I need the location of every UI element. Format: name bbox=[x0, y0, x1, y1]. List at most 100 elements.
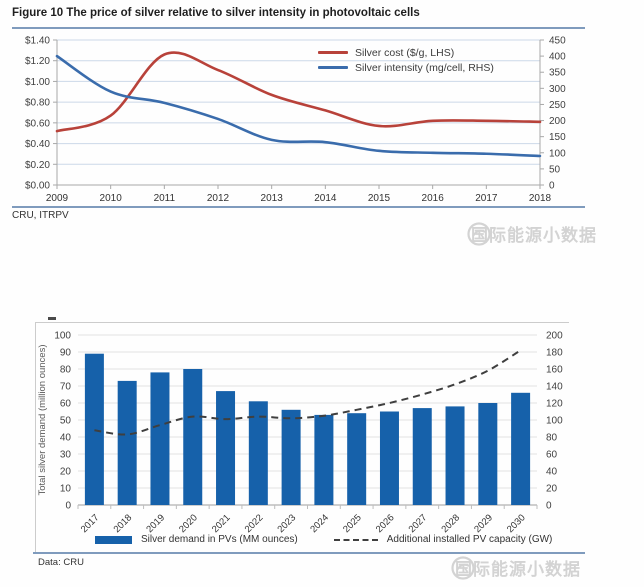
left-axis-tick-label: 0 bbox=[65, 501, 71, 512]
left-axis-tick-label: 70 bbox=[60, 382, 72, 393]
top-source-text: CRU, ITRPV bbox=[12, 210, 69, 221]
x-axis-tick-label: 2024 bbox=[308, 512, 331, 535]
legend-label-silver-demand: Silver demand in PVs (MM ounces) bbox=[141, 534, 298, 545]
x-axis-tick-label: 2027 bbox=[407, 512, 430, 535]
legend-item-silver-cost: Silver cost ($/g, LHS) bbox=[318, 45, 494, 60]
left-axis-tick-label: 50 bbox=[60, 416, 72, 427]
x-axis-tick-label: 2017 bbox=[475, 193, 498, 204]
legend-item-silver-intensity: Silver intensity (mg/cell, RHS) bbox=[318, 60, 494, 75]
demand-bar-2023 bbox=[281, 409, 301, 505]
x-axis-tick-label: 2011 bbox=[154, 193, 176, 204]
right-axis-tick-label: 40 bbox=[546, 467, 558, 478]
right-axis-tick-label: 0 bbox=[546, 501, 552, 512]
figure-title: Figure 10 The price of silver relative t… bbox=[12, 7, 420, 19]
legend-label-pv-capacity: Additional installed PV capacity (GW) bbox=[386, 534, 553, 545]
right-axis-tick-label: 160 bbox=[546, 365, 563, 376]
silver-cost-line bbox=[55, 51, 542, 133]
left-axis-tick-label: 30 bbox=[60, 450, 72, 461]
left-axis-tick-label: $1.20 bbox=[25, 56, 50, 67]
left-axis-tick-label: 60 bbox=[60, 399, 72, 410]
x-axis-tick-label: 2022 bbox=[243, 512, 266, 535]
right-axis-tick-label: 200 bbox=[549, 116, 566, 127]
x-axis-tick-label: 2030 bbox=[505, 512, 528, 535]
right-axis-tick-label: 80 bbox=[546, 433, 558, 444]
legend-item-silver-demand: Silver demand in PVs (MM ounces) bbox=[95, 534, 298, 545]
x-axis-tick-label: 2018 bbox=[529, 193, 552, 204]
left-axis-tick-label: 100 bbox=[54, 331, 71, 342]
demand-bar-2018 bbox=[117, 380, 137, 505]
x-axis-tick-label: 2019 bbox=[144, 512, 167, 535]
demand-bar-2028 bbox=[445, 406, 465, 505]
left-axis-tick-label: $0.00 bbox=[25, 181, 50, 192]
x-axis-tick-label: 2015 bbox=[368, 193, 391, 204]
right-axis-tick-label: 150 bbox=[549, 132, 566, 143]
legend-item-pv-capacity: Additional installed PV capacity (GW) bbox=[333, 534, 553, 545]
x-axis-tick-label: 2025 bbox=[341, 512, 364, 535]
title-divider bbox=[12, 27, 585, 29]
watermark-text: 国际能源小数据 bbox=[455, 560, 581, 579]
left-axis-tick-label: 90 bbox=[60, 348, 72, 359]
legend-label-silver-intensity: Silver intensity (mg/cell, RHS) bbox=[355, 61, 494, 74]
y-axis-title: Total silver demand (million ounces) bbox=[37, 344, 48, 495]
legend-label-silver-cost: Silver cost ($/g, LHS) bbox=[355, 46, 455, 59]
pv-capacity-dash-swatch bbox=[333, 538, 378, 541]
watermark-text: 国际能源小数据 bbox=[471, 226, 597, 245]
left-axis-tick-label: 10 bbox=[60, 484, 72, 495]
left-axis-tick-label: 80 bbox=[60, 365, 72, 376]
x-axis-tick-label: 2010 bbox=[100, 193, 123, 204]
demand-bar-2029 bbox=[478, 403, 498, 505]
x-axis-tick-label: 2020 bbox=[177, 512, 200, 535]
x-axis-tick-label: 2017 bbox=[79, 512, 102, 535]
top-chart-legend: Silver cost ($/g, LHS) Silver intensity … bbox=[318, 45, 494, 75]
x-axis-tick-label: 2029 bbox=[472, 512, 495, 535]
right-axis-tick-label: 50 bbox=[549, 164, 561, 175]
demand-bar-2017 bbox=[84, 353, 104, 505]
silver-price-intensity-chart: $1.40 $1.20 $1.00 $0.80 $0.60 $0.40 $0.20 $0.00… bbox=[25, 36, 566, 205]
right-axis-tick-label: 300 bbox=[549, 84, 566, 95]
left-axis-tick-label: 20 bbox=[60, 467, 72, 478]
silver-intensity-line bbox=[55, 54, 542, 158]
right-axis-tick-label: 250 bbox=[549, 100, 566, 111]
right-axis-tick-label: 200 bbox=[546, 331, 563, 342]
right-axis-tick-label: 60 bbox=[546, 450, 558, 461]
demand-bar-2026 bbox=[379, 411, 399, 505]
x-axis-tick-label: 2021 bbox=[210, 512, 233, 535]
crop-artifact-dash bbox=[48, 317, 56, 320]
right-axis-tick-label: 350 bbox=[549, 68, 566, 79]
right-axis-tick-label: 20 bbox=[546, 484, 558, 495]
demand-bar-2027 bbox=[412, 408, 432, 505]
right-axis-tick-label: 400 bbox=[549, 52, 566, 63]
watermark-logo-icon bbox=[451, 555, 475, 580]
right-axis-tick-label: 140 bbox=[546, 382, 563, 393]
left-axis-tick-label: $0.80 bbox=[25, 98, 50, 109]
x-axis-tick-label: 2009 bbox=[46, 193, 69, 204]
left-axis-tick-label: $0.20 bbox=[25, 160, 50, 171]
demand-bar-2021 bbox=[216, 391, 236, 505]
top-source-divider bbox=[12, 206, 585, 208]
bottom-source-text: Data: CRU bbox=[38, 557, 84, 568]
x-axis-tick-label: 2013 bbox=[261, 193, 284, 204]
right-axis-tick-label: 0 bbox=[549, 181, 555, 192]
watermark-top: 国际能源小数据 bbox=[466, 221, 597, 246]
watermark-bottom: 国际能源小数据 bbox=[450, 555, 581, 580]
x-axis-tick-label: 2018 bbox=[112, 512, 135, 535]
right-axis-tick-label: 450 bbox=[549, 36, 566, 47]
bottom-chart-panel-border bbox=[35, 322, 569, 553]
pv-capacity-line bbox=[94, 349, 522, 436]
left-axis-tick-label: 40 bbox=[60, 433, 72, 444]
x-axis-tick-label: 2023 bbox=[276, 512, 299, 535]
demand-bar-2030 bbox=[511, 392, 531, 505]
demand-bar-2022 bbox=[248, 401, 268, 505]
x-axis-tick-label: 2026 bbox=[374, 512, 397, 535]
demand-bar-2024 bbox=[314, 414, 334, 505]
left-axis-tick-label: $0.60 bbox=[25, 118, 50, 129]
left-axis-tick-label: $1.00 bbox=[25, 77, 50, 88]
silver-demand-bar-swatch bbox=[95, 535, 132, 544]
silver-cost-line-swatch bbox=[318, 51, 348, 54]
right-axis-tick-label: 100 bbox=[549, 148, 566, 159]
bottom-chart-legend: Silver demand in PVs (MM ounces) Additio… bbox=[95, 534, 552, 545]
right-axis-tick-label: 120 bbox=[546, 399, 563, 410]
x-axis-tick-label: 2014 bbox=[314, 193, 337, 204]
demand-bar-2020 bbox=[183, 369, 203, 505]
